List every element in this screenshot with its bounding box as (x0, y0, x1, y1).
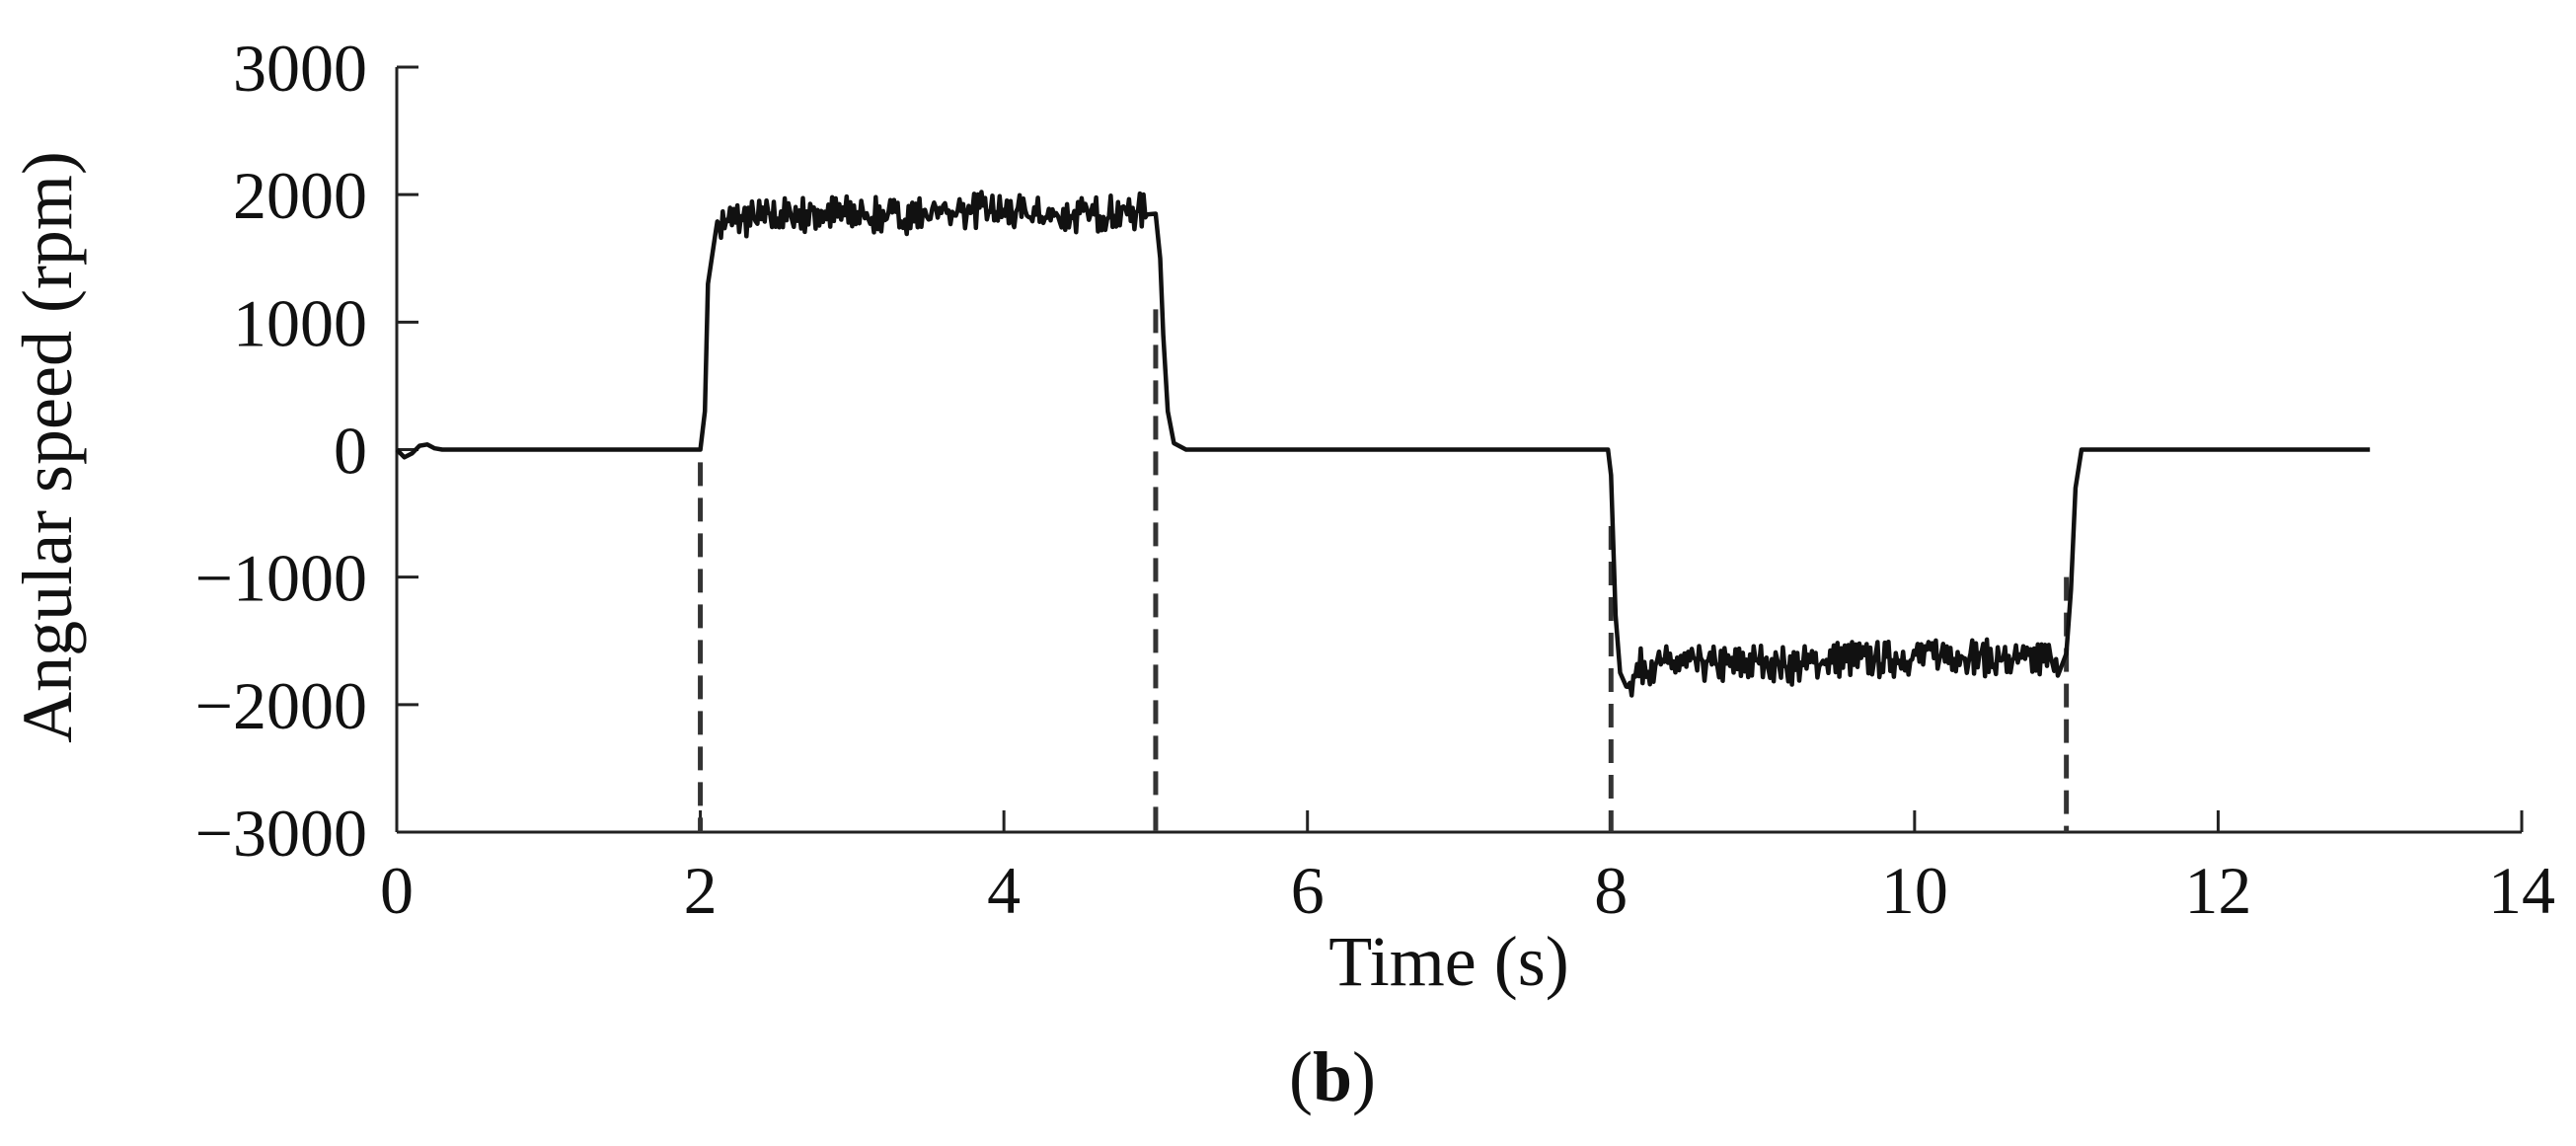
x-tick-label: 12 (2184, 853, 2251, 928)
x-tick-label: 4 (987, 853, 1021, 928)
y-tick-label: 2000 (233, 158, 367, 233)
x-tick-label: 2 (684, 853, 718, 928)
y-tick-label: 3000 (233, 31, 367, 106)
panel-label-close: ) (1352, 1037, 1376, 1116)
x-axis-title: Time (s) (1328, 922, 1568, 1001)
x-tick-label: 10 (1881, 853, 1948, 928)
y-ticks: 3000 2000 1000 0 −1000 −2000 −3000 (195, 31, 418, 871)
y-tick-label: 0 (334, 414, 367, 489)
y-tick-label: −1000 (195, 541, 367, 616)
x-tick-label: 6 (1291, 853, 1325, 928)
y-tick-label: −2000 (195, 668, 367, 743)
x-tick-label: 14 (2488, 853, 2555, 928)
x-tick-label: 0 (380, 853, 414, 928)
y-tick-label: −3000 (195, 796, 367, 871)
panel-label-letter: b (1313, 1037, 1352, 1116)
angular-speed-line (395, 190, 2371, 698)
panel-label: (b) (1289, 1037, 1376, 1116)
step-markers (698, 309, 2070, 832)
panel-label-open: ( (1289, 1037, 1313, 1116)
y-axis-title: Angular speed (rpm) (8, 151, 87, 743)
y-tick-label: 1000 (233, 285, 367, 360)
x-ticks: 0 2 4 6 8 10 12 14 (380, 810, 2555, 928)
x-tick-label: 8 (1594, 853, 1628, 928)
